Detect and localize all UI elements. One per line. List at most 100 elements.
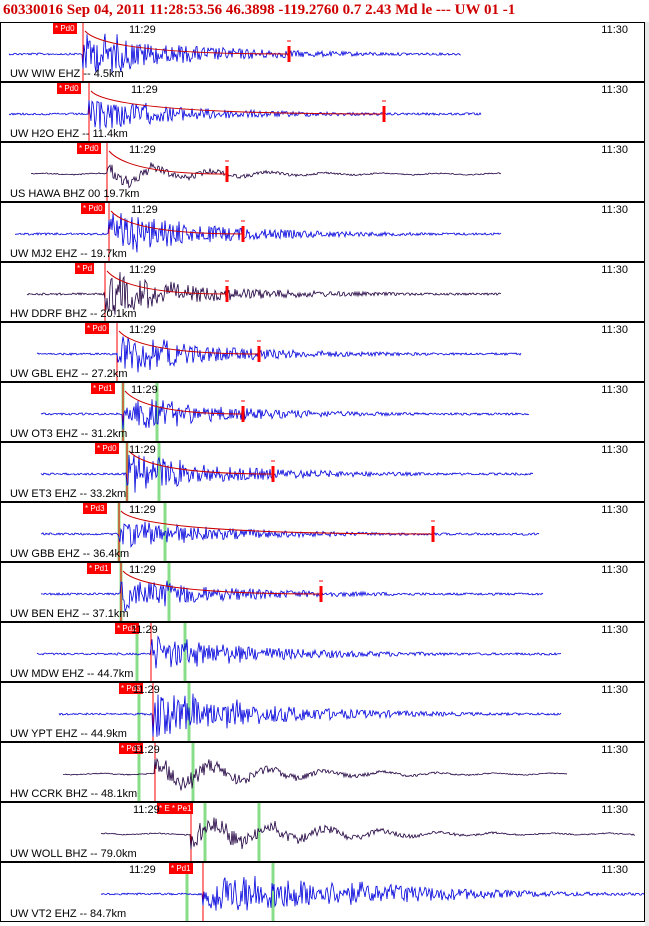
trace-panel[interactable]: * Pd0 11:29 11:30 UW MJ2 EHZ -- 19.7km [0, 202, 645, 262]
trace-panel[interactable]: * Pd3 11:29 11:30 UW GBB EHZ -- 36.4km [0, 502, 645, 562]
coda-decay-curve [124, 390, 244, 415]
time-tick-label: 11:29 [131, 84, 158, 96]
trace-panel[interactable]: * Pd2 11:29 11:30 UW MDW EHZ -- 44.7km [0, 622, 645, 682]
trace-panel[interactable]: * Pd0 11:29 11:30 UW WIW EHZ -- 4.5km [0, 22, 645, 82]
vertical-scrollbar[interactable] [645, 22, 649, 926]
waveform-plot [58, 683, 562, 741]
trace-panel[interactable]: * Pd3 11:29 11:30 UW YPT EHZ -- 44.9km [0, 682, 645, 742]
station-label: US HAWA BHZ 00 19.7km [10, 188, 140, 200]
station-label: UW ET3 EHZ -- 33.2km [10, 488, 127, 500]
time-tick-label: 11:30 [601, 144, 628, 156]
time-tick-label: 11:29 [131, 384, 158, 396]
time-tick-label: 11:30 [601, 264, 628, 276]
phase-pick-flag[interactable]: * Pd3 [119, 743, 143, 754]
coda-decay-curve [106, 270, 228, 295]
time-tick-label: 11:30 [601, 324, 628, 336]
time-tick-label: 11:30 [601, 24, 628, 36]
coda-decay-curve [110, 210, 244, 235]
phase-pick-flag[interactable]: * Pd1 [87, 563, 111, 574]
station-label: UW YPT EHZ -- 44.9km [10, 728, 127, 740]
phase-pick-flag[interactable]: * Pd1 [169, 863, 193, 874]
time-tick-label: 11:29 [129, 864, 156, 876]
seismogram-trace [36, 336, 522, 373]
trace-panel[interactable]: * Pd1 11:29 11:30 UW BEN EHZ -- 37.1km [0, 562, 645, 622]
phase-pick-flag[interactable]: * Pd0 [85, 323, 109, 334]
time-tick-label: 11:29 [129, 144, 156, 156]
waveform-plot [40, 563, 544, 621]
trace-panel[interactable]: * Pd0 11:29 11:30 UW GBL EHZ -- 27.2km [0, 322, 645, 382]
phase-pick-flag[interactable]: * Pd3 [119, 683, 143, 694]
time-tick-label: 11:29 [133, 804, 160, 816]
time-tick-label: 11:29 [131, 624, 158, 636]
coda-decay-curve [108, 150, 228, 175]
time-tick-label: 11:30 [601, 444, 628, 456]
trace-panel[interactable]: * Pd3 11:29 11:30 HW CCRK BHZ -- 48.1km [0, 742, 645, 802]
time-tick-label: 11:29 [129, 24, 156, 36]
waveform-plot [8, 23, 462, 81]
trace-panel[interactable]: * Pd0 11:29 11:30 UW ET3 EHZ -- 33.2km [0, 442, 645, 502]
waveform-plot [36, 323, 522, 381]
phase-pick-flag[interactable]: * Pd0 [95, 443, 119, 454]
trace-panel[interactable]: * E * Pe1 11:29 11:30 UW WOLL BHZ -- 79.0km [0, 802, 645, 862]
seismogram-trace [30, 162, 502, 189]
seismogram-trace [58, 693, 562, 737]
phase-pick-flag[interactable]: * Pd0 [57, 83, 81, 94]
time-tick-label: 11:30 [601, 624, 628, 636]
time-tick-label: 11:30 [601, 204, 628, 216]
phase-pick-flag[interactable]: * Pd3 [83, 503, 107, 514]
phase-pick-flag[interactable]: * E * Pe1 [157, 803, 194, 814]
station-label: HW DDRF BHZ -- 20.1km [10, 308, 137, 320]
phase-pick-flag[interactable]: * Pd0 [77, 143, 101, 154]
seismogram-trace [100, 875, 644, 911]
phase-pick-flag[interactable]: * Pd2 [115, 623, 139, 634]
coda-decay-curve [84, 30, 290, 55]
trace-panel[interactable]: * Pd0 11:29 11:30 UW H2O EHZ -- 11.4km [0, 82, 645, 142]
waveform-plot [40, 503, 540, 561]
station-label: UW WIW EHZ -- 4.5km [10, 68, 124, 80]
seismogram-panels: * Pd0 11:29 11:30 UW WIW EHZ -- 4.5km * Pd0 1… [0, 22, 649, 926]
station-label: UW MDW EHZ -- 44.7km [10, 668, 134, 680]
event-header: 60330016 Sep 04, 2011 11:28:53.56 46.389… [0, 0, 649, 22]
time-tick-label: 11:30 [601, 564, 628, 576]
seismogram-trace [40, 454, 534, 493]
time-tick-label: 11:30 [601, 504, 628, 516]
seismogram-trace [100, 817, 636, 850]
time-tick-label: 11:29 [133, 684, 160, 696]
phase-pick-flag[interactable]: * Pd0 [81, 203, 105, 214]
time-tick-label: 11:29 [129, 264, 156, 276]
time-tick-label: 11:30 [601, 684, 628, 696]
time-tick-label: 11:29 [129, 444, 156, 456]
station-label: UW WOLL BHZ -- 79.0km [10, 848, 137, 860]
station-label: UW VT2 EHZ -- 84.7km [10, 908, 127, 920]
phase-pick-flag[interactable]: * Pd [75, 263, 95, 274]
trace-panel[interactable]: * Pd0 11:29 11:30 US HAWA BHZ 00 19.7km [0, 142, 645, 202]
time-tick-label: 11:29 [133, 744, 160, 756]
event-title: 60330016 Sep 04, 2011 11:28:53.56 46.389… [3, 2, 516, 18]
coda-decay-curve [118, 330, 260, 355]
seismogram-trace [26, 272, 502, 315]
waveform-plot [8, 83, 482, 141]
phase-pick-flag[interactable]: * Pd0 [53, 23, 77, 34]
waveform-plot [30, 143, 502, 201]
time-tick-label: 11:29 [129, 504, 156, 516]
station-label: UW MJ2 EHZ -- 19.7km [10, 248, 127, 260]
waveform-plot [26, 263, 502, 321]
coda-decay-curve [90, 90, 385, 115]
station-label: UW H2O EHZ -- 11.4km [10, 128, 128, 140]
seismogram-trace [8, 33, 462, 74]
trace-panel[interactable]: * Pd 11:29 11:30 HW DDRF BHZ -- 20.1km [0, 262, 645, 322]
seismogram-trace [14, 213, 502, 253]
station-label: UW OT3 EHZ -- 31.2km [10, 428, 128, 440]
time-tick-label: 11:30 [601, 864, 628, 876]
time-tick-label: 11:30 [601, 84, 628, 96]
trace-panel[interactable]: * Pd1 11:29 11:30 UW VT2 EHZ -- 84.7km [0, 862, 645, 922]
trace-panel[interactable]: * Pd1 11:29 11:30 UW OT3 EHZ -- 31.2km [0, 382, 645, 442]
seismogram-trace [40, 399, 530, 430]
station-label: UW GBL EHZ -- 27.2km [10, 368, 128, 380]
station-label: UW BEN EHZ -- 37.1km [10, 608, 129, 620]
waveform-plot [62, 743, 568, 801]
waveform-plot [14, 203, 502, 261]
phase-pick-flag[interactable]: * Pd1 [91, 383, 115, 394]
waveform-plot [40, 383, 530, 441]
waveform-plot [100, 803, 636, 861]
